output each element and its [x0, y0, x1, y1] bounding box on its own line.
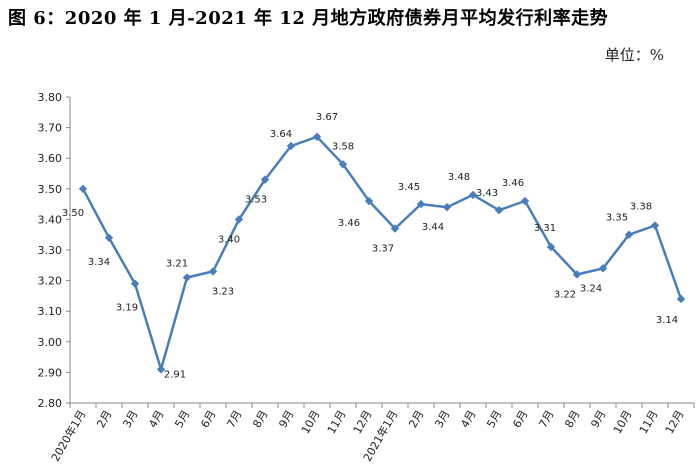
x-tick-label: 4月	[458, 408, 478, 430]
data-label: 3.14	[656, 315, 678, 326]
data-point-marker	[260, 175, 270, 184]
y-tick-label: 3.40	[38, 213, 63, 226]
data-label: 3.44	[422, 222, 444, 233]
data-point-marker	[104, 233, 114, 242]
data-label: 3.38	[630, 202, 652, 213]
data-label: 3.46	[338, 218, 360, 229]
data-label: 3.58	[332, 141, 354, 152]
x-tick-label: 6月	[198, 408, 218, 430]
unit-label: 单位：%	[604, 46, 664, 64]
data-point-marker	[208, 267, 218, 276]
data-point-marker	[494, 206, 504, 215]
x-tick-label: 12月	[663, 408, 687, 436]
data-label: 3.67	[316, 112, 338, 123]
data-point-marker	[442, 202, 452, 212]
data-point-marker	[546, 242, 556, 252]
data-point-marker	[286, 141, 296, 151]
data-label: 3.43	[476, 188, 498, 199]
data-label: 3.34	[88, 257, 110, 268]
data-label: 3.45	[398, 182, 420, 193]
data-point-marker	[468, 190, 478, 200]
data-label: 2.91	[164, 369, 186, 380]
data-point-marker	[312, 132, 322, 141]
x-tick-label: 8月	[250, 408, 270, 430]
data-label: 3.64	[270, 129, 292, 140]
data-label: 3.21	[166, 259, 188, 270]
x-tick-label: 12月	[351, 408, 375, 436]
data-label-group: 3.50 3.34 3.19 2.91 3.21 3.23 3.40 3.53 3.64 3.67…	[62, 112, 678, 381]
x-tick-label: 4月	[146, 408, 166, 430]
data-point-marker	[416, 199, 426, 209]
data-point-marker	[338, 160, 348, 169]
data-label: 3.50	[62, 208, 84, 219]
data-point-marker	[390, 224, 400, 233]
data-label: 3.22	[554, 289, 576, 300]
data-label: 3.37	[372, 244, 394, 255]
series-line-group	[78, 132, 686, 374]
x-tick-label: 6月	[510, 408, 530, 430]
data-label: 3.19	[116, 303, 138, 314]
y-tick-label: 3.30	[38, 244, 63, 257]
axes: 2.802.903.003.103.203.303.403.503.603.70…	[38, 91, 695, 464]
data-label: 3.46	[502, 178, 524, 189]
data-label: 3.48	[448, 172, 470, 183]
data-point-marker	[364, 196, 374, 206]
y-tick-label: 3.10	[38, 305, 63, 318]
x-tick-label: 9月	[276, 408, 296, 430]
data-point-marker	[156, 365, 166, 374]
data-label: 3.31	[534, 223, 556, 234]
x-tick-label: 8月	[562, 408, 582, 430]
x-tick-label: 7月	[224, 408, 244, 430]
x-tick-label: 7月	[536, 408, 556, 430]
x-tick-label: 3月	[120, 408, 140, 430]
data-point-marker	[598, 264, 608, 273]
data-label: 3.24	[580, 283, 602, 294]
y-tick-label: 3.50	[38, 183, 63, 196]
x-tick-label: 2020年1月	[48, 408, 89, 464]
x-tick-label: 9月	[588, 408, 608, 430]
x-tick-label: 10月	[611, 408, 635, 436]
x-tick-label: 10月	[299, 408, 323, 436]
x-tick-label: 5月	[484, 408, 504, 430]
data-point-marker	[182, 273, 192, 282]
data-point-marker	[650, 221, 660, 230]
chart-title: 图 6：2020 年 1 月-2021 年 12 月地方政府债券月平均发行利率走…	[8, 8, 609, 29]
data-point-marker	[130, 279, 140, 288]
x-tick-label: 2月	[94, 408, 114, 430]
data-point-marker	[78, 184, 88, 193]
x-tick-label: 5月	[172, 408, 192, 430]
data-point-marker	[234, 215, 244, 224]
data-point-marker	[676, 294, 686, 304]
y-tick-label: 3.20	[38, 275, 63, 288]
y-tick-label: 3.80	[38, 91, 63, 104]
y-tick-label: 3.70	[38, 122, 63, 135]
x-tick-label: 11月	[325, 408, 349, 436]
data-label: 3.40	[218, 234, 240, 245]
data-point-marker	[572, 270, 582, 279]
x-tick-label: 3月	[432, 408, 452, 430]
data-point-marker	[520, 196, 530, 206]
y-tick-label: 2.90	[38, 366, 63, 379]
x-tick-label: 11月	[637, 408, 661, 436]
x-tick-label: 2月	[406, 408, 426, 430]
y-tick-label: 2.80	[38, 397, 63, 410]
data-point-marker	[624, 230, 634, 239]
data-label: 3.23	[212, 286, 234, 297]
y-tick-label: 3.00	[38, 336, 63, 349]
data-label: 3.35	[606, 213, 628, 224]
series-line	[81, 135, 683, 371]
y-tick-label: 3.60	[38, 152, 63, 165]
data-label: 3.53	[245, 195, 267, 206]
